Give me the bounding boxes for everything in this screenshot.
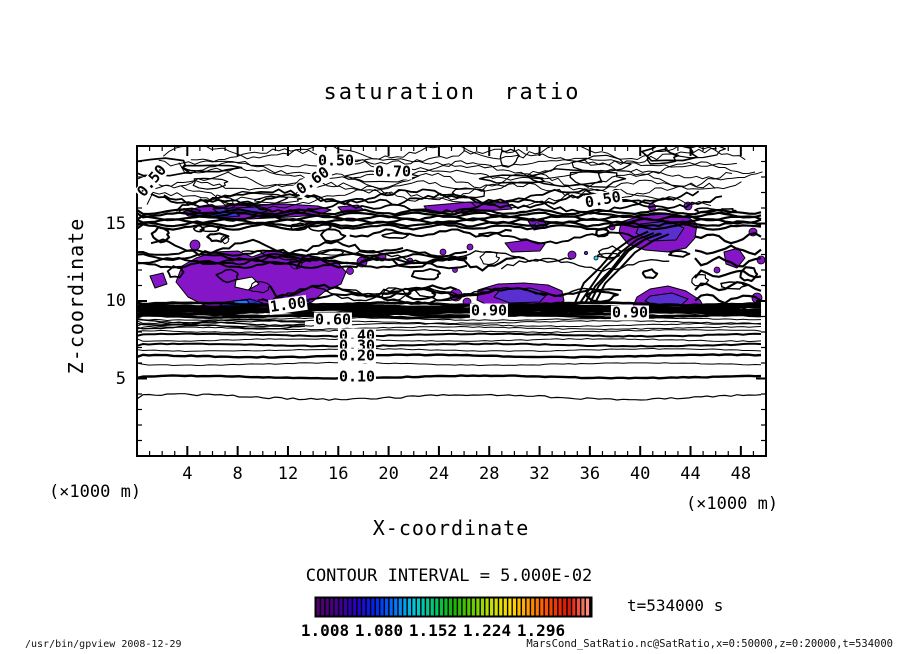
colorbar-tick-label: 1.008	[300, 621, 350, 640]
colorbar-tick-label: 1.224	[462, 621, 512, 640]
contour-label: 0.10	[337, 367, 377, 386]
contour-label: 0.90	[469, 301, 509, 320]
x-tick-label: 20	[378, 464, 399, 484]
contour-interval-label: CONTOUR INTERVAL = 5.000E-02	[305, 566, 593, 586]
contour-label: 0.70	[373, 162, 413, 181]
y-tick-label: 15	[105, 213, 126, 234]
x-tick-label: 12	[277, 464, 299, 484]
y-axis-label: Z-coordinate	[64, 217, 88, 375]
x-tick-label: 24	[428, 464, 450, 484]
footer-datasource: MarsCond_SatRatio.nc@SatRatio,x=0:50000,…	[526, 638, 893, 650]
y-tick-label: 5	[115, 368, 126, 389]
x-tick-label: 48	[730, 464, 752, 484]
x-tick-label: 40	[629, 464, 651, 484]
x-axis-label: X-coordinate	[372, 516, 530, 540]
x-tick-label: 8	[232, 464, 243, 484]
x-unit-label-left: (×1000 m)	[48, 482, 142, 502]
colorbar-tick-label: 1.296	[516, 621, 566, 640]
colorbar-tick-label: 1.080	[354, 621, 404, 640]
x-tick-label: 36	[579, 464, 601, 484]
contour-label: 0.50	[316, 151, 356, 170]
contour-label: 0.90	[610, 303, 650, 322]
time-label: t=534000 s	[627, 596, 724, 615]
x-unit-label-right: (×1000 m)	[685, 494, 779, 514]
x-tick-label: 44	[680, 464, 701, 484]
contour-label: 0.20	[337, 346, 377, 365]
x-tick-label: 16	[328, 464, 349, 484]
footer-command: /usr/bin/gpview 2008-12-29	[25, 639, 182, 650]
contour-label: 0.60	[313, 310, 353, 329]
x-tick-label: 28	[478, 464, 500, 484]
x-tick-label: 32	[529, 464, 550, 484]
y-tick-label: 10	[105, 291, 126, 311]
x-tick-label: 4	[182, 464, 193, 484]
plot-title: saturation ratio	[323, 80, 581, 105]
colorbar-tick-label: 1.152	[408, 621, 458, 640]
